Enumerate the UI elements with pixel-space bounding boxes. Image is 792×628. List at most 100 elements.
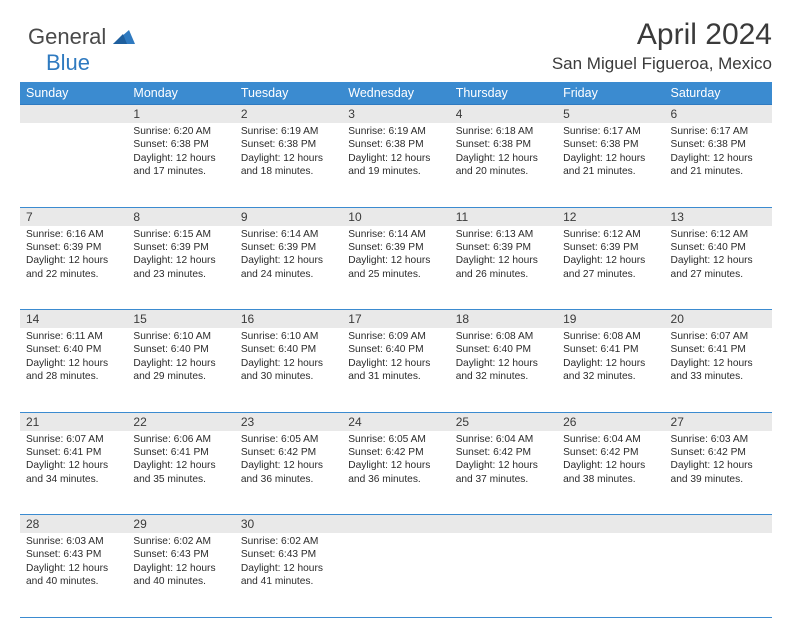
day-detail: Sunrise: 6:13 AMSunset: 6:39 PMDaylight:… [450,226,557,286]
day-detail-line: Sunset: 6:38 PM [241,138,336,151]
day-number: 25 [450,413,557,431]
day-detail-line: Sunset: 6:38 PM [133,138,228,151]
day-detail-line: Daylight: 12 hours [563,459,658,472]
day-detail-line: Sunrise: 6:06 AM [133,433,228,446]
day-detail-line: and 31 minutes. [348,370,443,383]
day-number-cell: 17 [342,310,449,329]
day-detail-line: and 19 minutes. [348,165,443,178]
day-detail: Sunrise: 6:03 AMSunset: 6:42 PMDaylight:… [665,431,772,491]
day-detail-line: Sunrise: 6:20 AM [133,125,228,138]
day-number-cell: 14 [20,310,127,329]
day-detail-line: Daylight: 12 hours [133,357,228,370]
day-body-cell: Sunrise: 6:13 AMSunset: 6:39 PMDaylight:… [450,226,557,310]
day-detail-line: and 23 minutes. [133,268,228,281]
day-detail-line: and 21 minutes. [671,165,766,178]
day-number: 3 [342,105,449,123]
day-body-cell: Sunrise: 6:08 AMSunset: 6:41 PMDaylight:… [557,328,664,412]
day-detail: Sunrise: 6:04 AMSunset: 6:42 PMDaylight:… [557,431,664,491]
day-body-cell [342,533,449,617]
day-detail: Sunrise: 6:16 AMSunset: 6:39 PMDaylight:… [20,226,127,286]
day-detail-line: Sunrise: 6:07 AM [671,330,766,343]
day-body-cell: Sunrise: 6:03 AMSunset: 6:42 PMDaylight:… [665,431,772,515]
day-detail-line: Sunset: 6:40 PM [671,241,766,254]
day-detail-line: Sunset: 6:40 PM [241,343,336,356]
day-number-cell: 8 [127,207,234,226]
day-number: 21 [20,413,127,431]
daynum-row: 21222324252627 [20,412,772,431]
day-detail-line: and 38 minutes. [563,473,658,486]
day-detail-line: Sunset: 6:41 PM [671,343,766,356]
day-detail-line: Sunset: 6:39 PM [26,241,121,254]
day-number: 7 [20,208,127,226]
day-detail-line: Daylight: 12 hours [133,562,228,575]
day-detail-line: Sunset: 6:43 PM [26,548,121,561]
day-body-cell: Sunrise: 6:06 AMSunset: 6:41 PMDaylight:… [127,431,234,515]
day-number: 1 [127,105,234,123]
day-number-cell: 27 [665,412,772,431]
day-detail-line: Daylight: 12 hours [456,254,551,267]
day-number: 27 [665,413,772,431]
day-detail-line: and 37 minutes. [456,473,551,486]
day-detail-line: and 27 minutes. [671,268,766,281]
calendar-table: Sunday Monday Tuesday Wednesday Thursday… [20,82,772,618]
daynum-row: 123456 [20,105,772,124]
day-body-cell: Sunrise: 6:03 AMSunset: 6:43 PMDaylight:… [20,533,127,617]
day-detail-line: Sunset: 6:42 PM [348,446,443,459]
day-number: 11 [450,208,557,226]
logo-text-block: General Blue [28,24,135,76]
day-detail: Sunrise: 6:02 AMSunset: 6:43 PMDaylight:… [235,533,342,593]
day-number-cell: 1 [127,105,234,124]
day-detail-line: Sunrise: 6:03 AM [671,433,766,446]
day-detail-line: Daylight: 12 hours [456,459,551,472]
day-detail: Sunrise: 6:14 AMSunset: 6:39 PMDaylight:… [342,226,449,286]
day-detail-line: Sunrise: 6:14 AM [348,228,443,241]
day-number-cell: 15 [127,310,234,329]
day-number: 9 [235,208,342,226]
day-body-cell: Sunrise: 6:12 AMSunset: 6:40 PMDaylight:… [665,226,772,310]
day-detail-line: Sunrise: 6:04 AM [563,433,658,446]
day-detail-line: Sunrise: 6:02 AM [133,535,228,548]
day-body-cell: Sunrise: 6:17 AMSunset: 6:38 PMDaylight:… [557,123,664,207]
day-number: 30 [235,515,342,533]
day-number: 4 [450,105,557,123]
day-body-cell [450,533,557,617]
day-detail-line: Sunset: 6:38 PM [563,138,658,151]
day-number: 20 [665,310,772,328]
day-detail-line: Sunrise: 6:18 AM [456,125,551,138]
day-body-cell: Sunrise: 6:11 AMSunset: 6:40 PMDaylight:… [20,328,127,412]
day-detail-line: and 25 minutes. [348,268,443,281]
day-number-cell: 5 [557,105,664,124]
month-title: April 2024 [552,18,772,52]
brand-logo: General Blue [28,24,135,76]
day-detail-line: Daylight: 12 hours [26,562,121,575]
day-detail-line: Sunrise: 6:04 AM [456,433,551,446]
day-detail-line: and 24 minutes. [241,268,336,281]
day-detail-line: Daylight: 12 hours [671,459,766,472]
day-detail-line: and 18 minutes. [241,165,336,178]
day-body-cell: Sunrise: 6:05 AMSunset: 6:42 PMDaylight:… [342,431,449,515]
day-number-cell: 3 [342,105,449,124]
day-detail-line: and 30 minutes. [241,370,336,383]
day-detail-line: Daylight: 12 hours [348,254,443,267]
day-detail-line: Sunrise: 6:17 AM [671,125,766,138]
day-detail-line: Daylight: 12 hours [133,254,228,267]
day-detail-line: and 28 minutes. [26,370,121,383]
day-detail: Sunrise: 6:20 AMSunset: 6:38 PMDaylight:… [127,123,234,183]
weekday-header: Sunday [20,82,127,105]
day-detail-line: Sunrise: 6:03 AM [26,535,121,548]
day-body-cell [20,123,127,207]
day-detail: Sunrise: 6:15 AMSunset: 6:39 PMDaylight:… [127,226,234,286]
day-detail: Sunrise: 6:10 AMSunset: 6:40 PMDaylight:… [235,328,342,388]
day-detail-line: and 33 minutes. [671,370,766,383]
day-detail: Sunrise: 6:05 AMSunset: 6:42 PMDaylight:… [342,431,449,491]
weekday-header: Saturday [665,82,772,105]
day-detail-line: Sunrise: 6:14 AM [241,228,336,241]
day-number-cell: 4 [450,105,557,124]
day-number: 17 [342,310,449,328]
week-row: Sunrise: 6:07 AMSunset: 6:41 PMDaylight:… [20,431,772,515]
day-detail-line: and 35 minutes. [133,473,228,486]
day-number-cell: 23 [235,412,342,431]
day-body-cell: Sunrise: 6:10 AMSunset: 6:40 PMDaylight:… [127,328,234,412]
calendar-body: 123456Sunrise: 6:20 AMSunset: 6:38 PMDay… [20,105,772,618]
day-detail-line: Sunrise: 6:10 AM [133,330,228,343]
